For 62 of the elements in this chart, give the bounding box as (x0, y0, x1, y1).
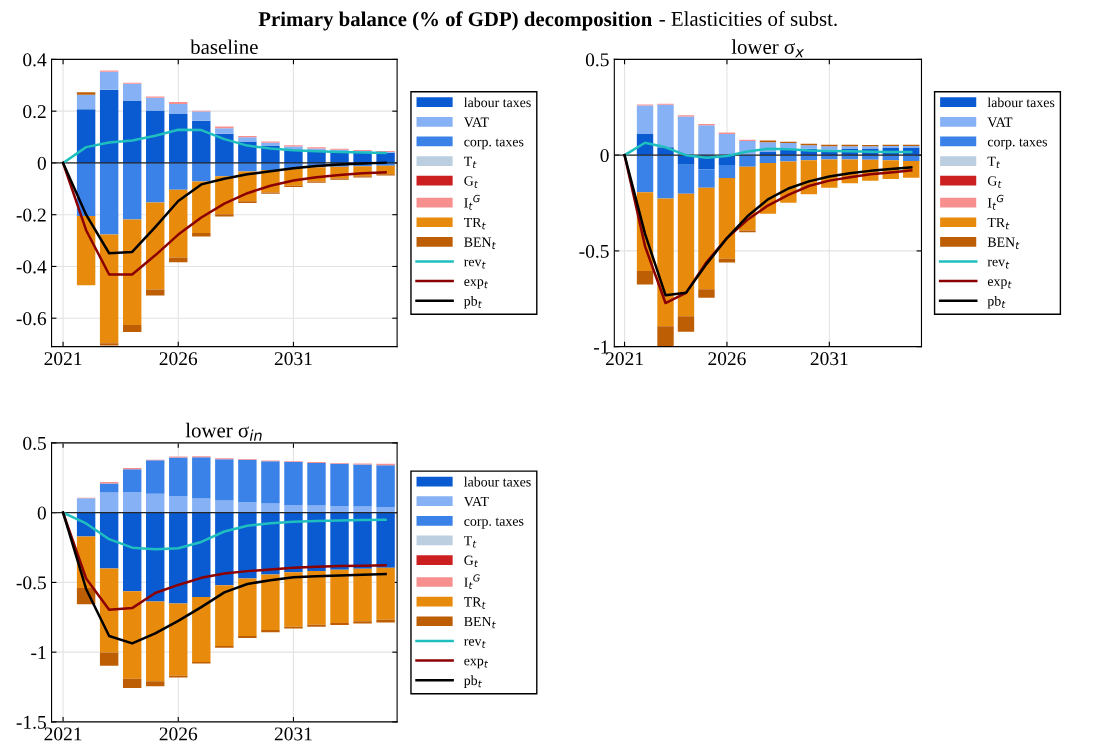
legend-label: VAT (463, 496, 489, 507)
y-tick-label: -0.5 (579, 244, 609, 258)
y-tick-label: -0.4 (16, 260, 47, 274)
y-tick-label: -0.6 (16, 312, 47, 326)
legend-label: I$_{t}$$^{G}$ (464, 574, 480, 590)
legend-label: T$_{t}$ (987, 156, 1001, 169)
legend-label: pb$_{t}$ (463, 295, 482, 309)
y-tick-label: 0.5 (23, 436, 46, 450)
legend-label: labour taxes (987, 97, 1055, 108)
y-tick-label: 0.4 (23, 53, 47, 67)
x-tick-label: 2021 (605, 352, 643, 366)
legend-label: pb$_{t}$ (463, 675, 482, 688)
legend-label: I$_{t}$$^{G}$ (464, 194, 480, 210)
legend-label: G$_{t}$ (987, 176, 1002, 188)
legend-label: rev$_{t}$ (464, 259, 486, 269)
text: Primary balance (% of GDP) decomposition (258, 11, 652, 31)
x-tick-label: 2026 (159, 727, 198, 741)
text: - Elasticities of subst. (659, 11, 837, 27)
legend-label: rev$_{t}$ (464, 639, 486, 648)
legend-label: exp$_{t}$ (464, 279, 489, 289)
chart-title: baseline (190, 39, 258, 55)
legend-label: G$_{t}$ (464, 176, 479, 188)
x-tick-label: 2026 (708, 352, 746, 366)
y-tick-label: 0.5 (585, 53, 609, 67)
x-tick-label: 2031 (810, 352, 848, 366)
y-tick-label: -1 (593, 340, 609, 354)
legend-label: T$_{t}$ (464, 536, 477, 548)
y-tick-label: -1.5 (16, 715, 46, 729)
legend-label: I$_{t}$$^{G}$ (987, 194, 1004, 210)
legend-label: pb$_{t}$ (987, 295, 1006, 309)
y-tick-label: -0.2 (16, 208, 46, 222)
legend-label: exp$_{t}$ (987, 279, 1012, 289)
legend-label: corp. taxes (464, 138, 524, 150)
legend-label: exp$_{t}$ (464, 658, 489, 669)
y-tick-label: 0 (600, 148, 609, 163)
y-tick-label: 0.2 (23, 104, 46, 119)
legend-label: labour taxes (464, 97, 531, 108)
y-tick-label: 0 (37, 506, 46, 520)
legend-label: corp. taxes (987, 138, 1047, 150)
legend-label: BEN$_{t}$ (987, 237, 1020, 249)
y-tick-label: 0 (37, 156, 46, 170)
x-tick-label: 2031 (274, 352, 312, 366)
chart-title: lower σ$_{in}$ (185, 422, 262, 441)
x-tick-label: 2031 (274, 727, 312, 741)
legend-label: BEN$_{t}$ (464, 616, 496, 629)
x-tick-label: 2021 (44, 352, 82, 366)
legend-label: TR$_{t}$ (464, 217, 486, 230)
legend-label: VAT (463, 117, 489, 127)
chart-title: lower σ$_{x}$ (731, 39, 805, 58)
legend-label: BEN$_{t}$ (464, 237, 496, 249)
x-tick-label: 2026 (159, 352, 198, 366)
legend-label: corp. taxes (464, 517, 524, 529)
x-tick-label: 2021 (44, 727, 82, 741)
legend-label: VAT (987, 117, 1013, 127)
legend-label: labour taxes (464, 476, 531, 487)
legend-label: T$_{t}$ (464, 156, 477, 169)
legend-label: TR$_{t}$ (987, 217, 1010, 230)
legend-label: TR$_{t}$ (464, 597, 486, 609)
y-tick-label: -1 (31, 646, 46, 659)
legend-label: G$_{t}$ (464, 555, 479, 568)
y-tick-label: -0.5 (16, 576, 46, 590)
legend-label: rev$_{t}$ (987, 259, 1010, 269)
